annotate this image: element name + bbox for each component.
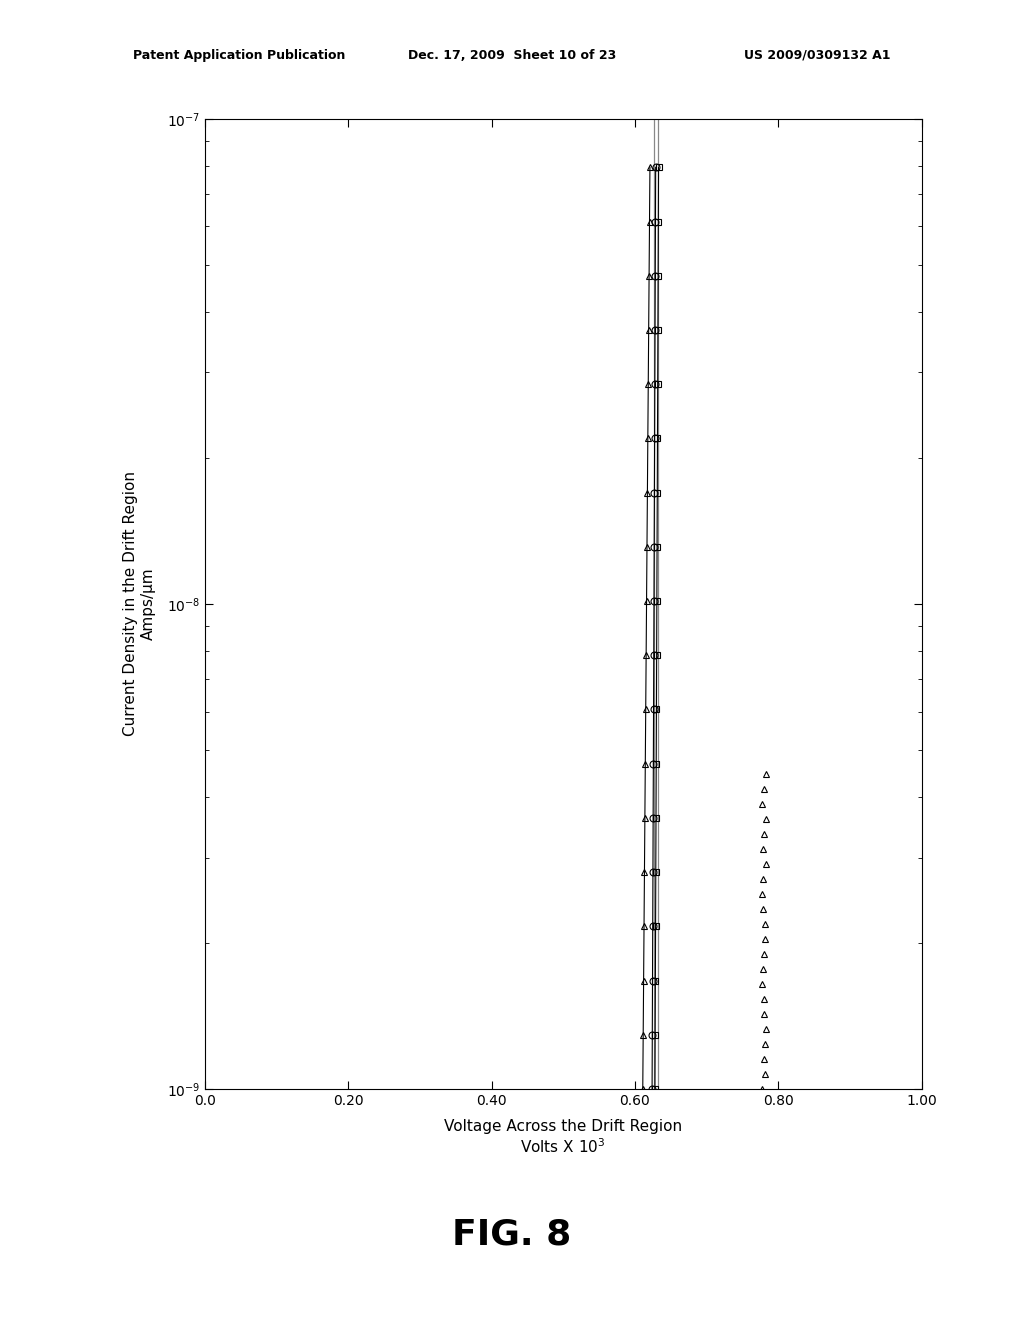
Text: Dec. 17, 2009  Sheet 10 of 23: Dec. 17, 2009 Sheet 10 of 23	[408, 49, 616, 62]
Text: Patent Application Publication: Patent Application Publication	[133, 49, 345, 62]
Text: US 2009/0309132 A1: US 2009/0309132 A1	[744, 49, 891, 62]
X-axis label: Voltage Across the Drift Region
Volts X 10$^3$: Voltage Across the Drift Region Volts X …	[444, 1119, 682, 1156]
Y-axis label: Current Density in the Drift Region
Amps/μm: Current Density in the Drift Region Amps…	[123, 471, 156, 737]
Text: FIG. 8: FIG. 8	[453, 1217, 571, 1251]
